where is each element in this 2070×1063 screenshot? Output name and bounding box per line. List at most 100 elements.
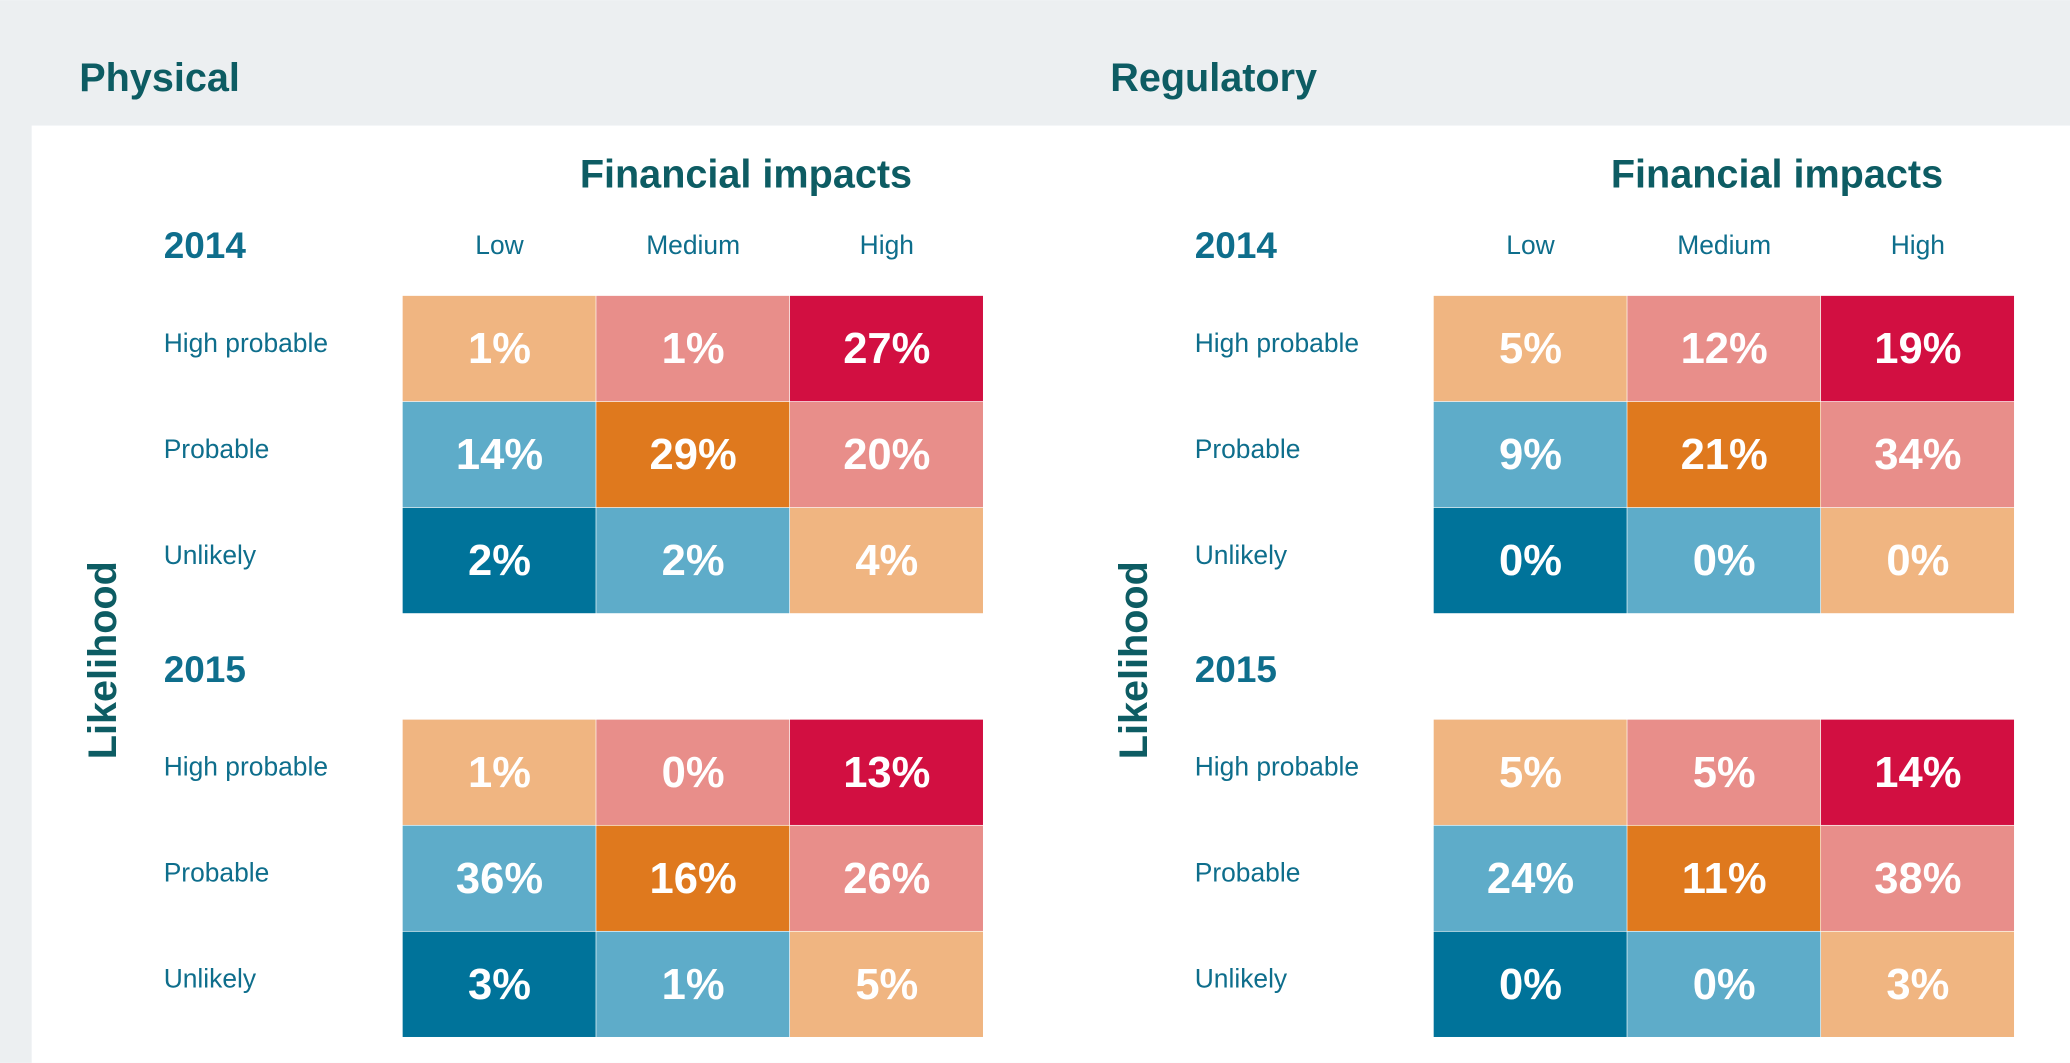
row-label: Unlikely (164, 540, 257, 570)
cell (1821, 401, 2015, 508)
cell (789, 931, 983, 1037)
row-label: High probable (164, 752, 328, 782)
cell-label: 34% (1874, 431, 1961, 479)
cell-label: 11% (1682, 855, 1767, 903)
cell-label: 0% (662, 749, 725, 797)
cell (1821, 719, 2015, 825)
cell (789, 295, 983, 402)
row-label: Probable (164, 858, 270, 888)
section-title: Regulatory (1110, 56, 1317, 100)
year-label: 2015 (164, 649, 246, 690)
row-label: Unlikely (1195, 540, 1288, 570)
cell (1433, 401, 1627, 508)
cell-label: 5% (1499, 749, 1562, 797)
cell-label: 19% (1874, 325, 1961, 373)
cell-label: 14% (1874, 749, 1961, 797)
cell (596, 401, 790, 508)
cell (402, 295, 596, 402)
cell-label: 5% (1693, 749, 1756, 797)
cell-label: 12% (1681, 325, 1768, 373)
cell-label: 21% (1681, 431, 1768, 479)
cell (402, 825, 596, 931)
section-title: Physical (79, 56, 240, 100)
cell (596, 719, 790, 825)
cell-label: 13% (843, 749, 930, 797)
cell-label: 2% (468, 537, 531, 585)
row-label: High probable (1195, 328, 1359, 358)
cell (1627, 825, 1821, 931)
cell-label: 38% (1874, 855, 1961, 903)
cell (1627, 507, 1821, 614)
row-label: Unlikely (1195, 964, 1288, 994)
cell (596, 507, 790, 614)
row-label: High probable (1195, 752, 1359, 782)
cell (1433, 507, 1627, 614)
cell (1433, 295, 1627, 402)
cell-label: 0% (1499, 537, 1562, 585)
cell-label: 0% (1693, 961, 1756, 1009)
cell (1627, 401, 1821, 508)
row-label: High probable (164, 328, 328, 358)
column-label: Medium (646, 230, 740, 260)
cell-label: 0% (1886, 537, 1949, 585)
cell-label: 9% (1499, 431, 1562, 479)
cell-label: 24% (1487, 855, 1574, 903)
cell-label: 5% (1499, 325, 1562, 373)
cell-label: 1% (468, 325, 531, 373)
cell (402, 719, 596, 825)
cell (402, 401, 596, 508)
year-label: 2015 (1195, 649, 1277, 690)
cell-label: 1% (662, 325, 725, 373)
cell-label: 16% (650, 855, 737, 903)
subtitle: Financial impacts (580, 152, 912, 196)
column-label: High (1891, 230, 1945, 260)
cell (1821, 507, 2015, 614)
y-axis-label: Likelihood (1112, 561, 1156, 759)
y-axis-label: Likelihood (81, 561, 125, 759)
cell (402, 507, 596, 614)
column-label: Low (1506, 230, 1555, 260)
cell-label: 2% (662, 537, 725, 585)
cell (1627, 719, 1821, 825)
subtitle: Financial impacts (1611, 152, 1943, 196)
cell-label: 27% (843, 325, 930, 373)
cell (1627, 295, 1821, 402)
cell (596, 295, 790, 402)
cell-label: 0% (1693, 537, 1756, 585)
row-label: Probable (1195, 434, 1301, 464)
cell-label: 3% (1886, 961, 1949, 1009)
cell-label: 29% (650, 431, 737, 479)
cell (1821, 931, 2015, 1037)
column-label: Medium (1677, 230, 1771, 260)
cell-label: 0% (1499, 961, 1562, 1009)
cell (596, 825, 790, 931)
cell (1627, 931, 1821, 1037)
cell (789, 401, 983, 508)
column-label: High (860, 230, 914, 260)
cell-label: 26% (843, 855, 930, 903)
cell-label: 20% (843, 431, 930, 479)
cell (1433, 719, 1627, 825)
year-label: 2014 (164, 225, 247, 266)
year-label: 2014 (1195, 225, 1278, 266)
cell (1821, 295, 2015, 402)
cell-label: 36% (456, 855, 543, 903)
cell (1821, 825, 2015, 931)
cell-label: 14% (456, 431, 543, 479)
cell-label: 4% (855, 537, 918, 585)
cell (789, 719, 983, 825)
cell-label: 5% (855, 961, 918, 1009)
row-label: Unlikely (164, 964, 257, 994)
cell (1433, 931, 1627, 1037)
cell (789, 825, 983, 931)
row-label: Probable (1195, 858, 1301, 888)
cell-label: 1% (662, 961, 725, 1009)
column-label: Low (475, 230, 524, 260)
cell (402, 931, 596, 1037)
cell (789, 507, 983, 614)
cell (1433, 825, 1627, 931)
cell-label: 1% (468, 749, 531, 797)
cell (596, 931, 790, 1037)
